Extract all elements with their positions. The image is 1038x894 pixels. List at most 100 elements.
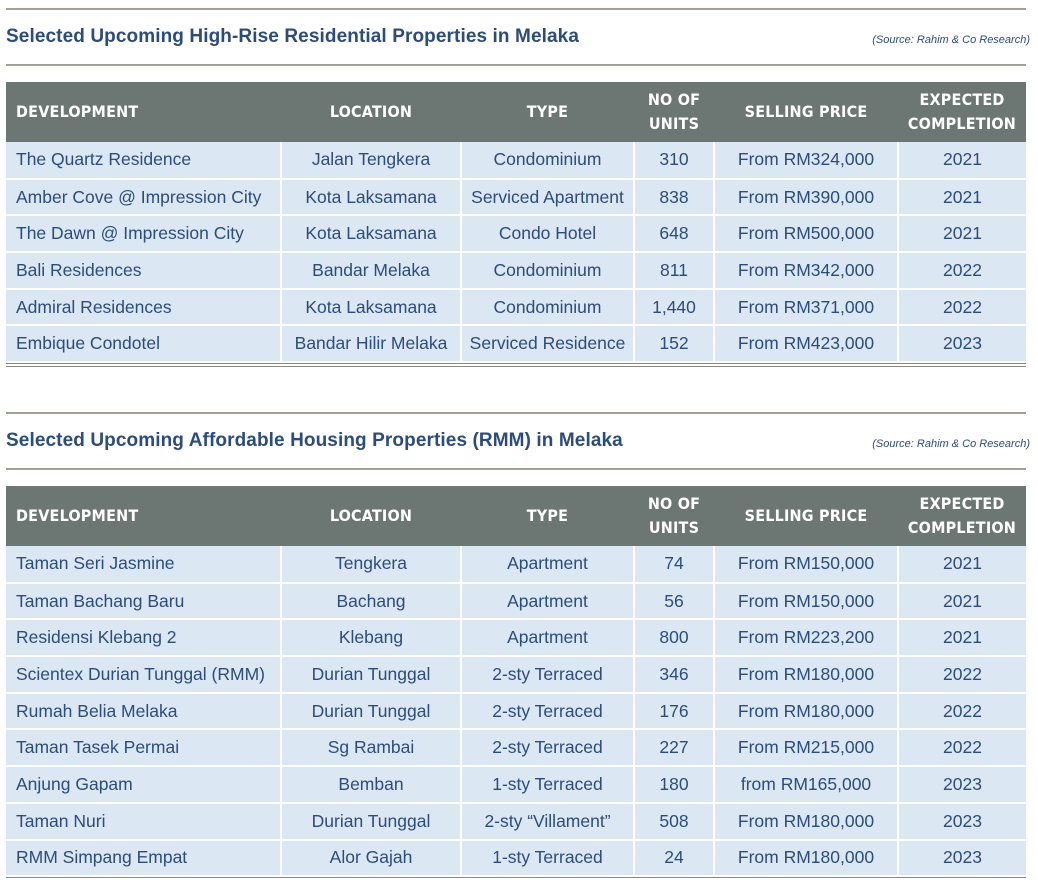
type-cell: Apartment: [461, 546, 635, 584]
price-cell: From RM150,000: [714, 582, 899, 621]
completion-cell: 2022: [898, 656, 1026, 694]
development-cell: Taman Nuri: [6, 802, 282, 841]
development-cell: Embique Condotel: [6, 325, 282, 364]
location-cell: Sg Rambai: [281, 729, 462, 768]
units-cell: 56: [634, 582, 715, 621]
location-cell: Jalan Tengkera: [281, 142, 462, 180]
table-header-row: DEVELOPMENT LOCATION TYPE NO OF UNITS SEL…: [6, 82, 1026, 142]
price-cell: From RM215,000: [714, 729, 899, 768]
title-rule: [6, 64, 1026, 66]
location-cell: Tengkera: [281, 546, 462, 584]
price-cell: From RM150,000: [714, 546, 899, 584]
header-selling-price: SELLING PRICE: [744, 102, 868, 121]
development-cell: Rumah Belia Melaka: [6, 692, 282, 731]
units-cell: 346: [634, 656, 715, 694]
top-rule: [6, 8, 1026, 10]
location-cell: Durian Tunggal: [281, 656, 462, 694]
completion-cell: 2022: [898, 729, 1026, 768]
units-cell: 648: [634, 215, 715, 254]
development-cell: Anjung Gapam: [6, 766, 282, 804]
completion-cell: 2021: [898, 619, 1026, 658]
completion-cell: 2022: [898, 692, 1026, 731]
type-cell: 1-sty Terraced: [461, 839, 635, 878]
bottom-rule: [6, 366, 1026, 368]
type-cell: Apartment: [461, 619, 635, 658]
price-cell: From RM500,000: [714, 215, 899, 254]
units-cell: 74: [634, 546, 715, 584]
type-cell: Condo Hotel: [461, 215, 635, 254]
table-row: Taman Tasek Permai Sg Rambai 2-sty Terrace…: [6, 729, 1026, 768]
location-cell: Kota Laksamana: [281, 178, 462, 217]
header-location: LOCATION: [329, 102, 413, 121]
header-development: DEVELOPMENT: [16, 102, 139, 121]
table-row: Bali Residences Bandar Melaka Condominium 8…: [6, 252, 1026, 290]
table-body: The Quartz Residence Jalan Tengkera Condom…: [6, 142, 1026, 364]
development-cell: Admiral Residences: [6, 288, 282, 327]
location-cell: Kota Laksamana: [281, 288, 462, 327]
price-cell: From RM371,000: [714, 288, 899, 327]
header-type: TYPE: [526, 102, 569, 121]
development-cell: Taman Tasek Permai: [6, 729, 282, 768]
source-note: (Source: Rahim & Co Research): [872, 34, 1030, 46]
location-cell: Kota Laksamana: [281, 215, 462, 254]
section-title: Selected Upcoming High-Rise Residential …: [6, 26, 579, 47]
price-cell: From RM180,000: [714, 839, 899, 878]
development-cell: The Dawn @ Impression City: [6, 215, 282, 254]
development-cell: Residensi Klebang 2: [6, 619, 282, 658]
table-row: Taman Nuri Durian Tunggal 2-sty “Villament…: [6, 802, 1026, 841]
header-units: NO OF UNITS: [647, 90, 701, 133]
title-rule: [6, 468, 1026, 470]
type-cell: 2-sty Terraced: [461, 729, 635, 768]
completion-cell: 2022: [898, 288, 1026, 327]
section-title: Selected Upcoming Affordable Housing Pro…: [6, 430, 623, 451]
location-cell: Klebang: [281, 619, 462, 658]
development-cell: Taman Bachang Baru: [6, 582, 282, 621]
completion-cell: 2021: [898, 178, 1026, 217]
price-cell: From RM180,000: [714, 802, 899, 841]
table-row: RMM Simpang Empat Alor Gajah 1-sty Terrace…: [6, 839, 1026, 878]
type-cell: 2-sty “Villament”: [461, 802, 635, 841]
titlebar: Selected Upcoming Affordable Housing Pro…: [6, 414, 1030, 468]
header-type: TYPE: [526, 506, 569, 525]
development-cell: Scientex Durian Tunggal (RMM): [6, 656, 282, 694]
type-cell: 1-sty Terraced: [461, 766, 635, 804]
top-rule: [6, 412, 1026, 414]
price-cell: From RM180,000: [714, 656, 899, 694]
units-cell: 24: [634, 839, 715, 878]
location-cell: Durian Tunggal: [281, 802, 462, 841]
type-cell: Condominium: [461, 288, 635, 327]
price-cell: From RM223,200: [714, 619, 899, 658]
completion-cell: 2023: [898, 839, 1026, 878]
table-row: Amber Cove @ Impression City Kota Laksama…: [6, 178, 1026, 217]
bottom-rule: [6, 363, 1026, 365]
location-cell: Bemban: [281, 766, 462, 804]
units-cell: 227: [634, 729, 715, 768]
development-cell: Amber Cove @ Impression City: [6, 178, 282, 217]
completion-cell: 2023: [898, 325, 1026, 364]
header-location: LOCATION: [329, 506, 413, 525]
units-cell: 800: [634, 619, 715, 658]
units-cell: 180: [634, 766, 715, 804]
price-cell: From RM390,000: [714, 178, 899, 217]
source-note: (Source: Rahim & Co Research): [872, 438, 1030, 450]
completion-cell: 2021: [898, 142, 1026, 180]
table-row: Rumah Belia Melaka Durian Tunggal 2-sty Te…: [6, 692, 1026, 731]
completion-cell: 2021: [898, 215, 1026, 254]
completion-cell: 2021: [898, 546, 1026, 584]
price-cell: From RM180,000: [714, 692, 899, 731]
units-cell: 811: [634, 252, 715, 290]
completion-cell: 2022: [898, 252, 1026, 290]
table-row: Taman Seri Jasmine Tengkera Apartment 74 Fro…: [6, 546, 1026, 584]
location-cell: Alor Gajah: [281, 839, 462, 878]
header-selling-price: SELLING PRICE: [744, 506, 868, 525]
type-cell: 2-sty Terraced: [461, 692, 635, 731]
development-cell: The Quartz Residence: [6, 142, 282, 180]
header-completion: EXPECTED COMPLETION: [907, 494, 1017, 537]
completion-cell: 2023: [898, 802, 1026, 841]
table-row: Taman Bachang Baru Bachang Apartment 56 From…: [6, 582, 1026, 621]
location-cell: Bachang: [281, 582, 462, 621]
table-row: Anjung Gapam Bemban 1-sty Terraced 180 from …: [6, 766, 1026, 804]
completion-cell: 2021: [898, 582, 1026, 621]
units-cell: 508: [634, 802, 715, 841]
units-cell: 176: [634, 692, 715, 731]
